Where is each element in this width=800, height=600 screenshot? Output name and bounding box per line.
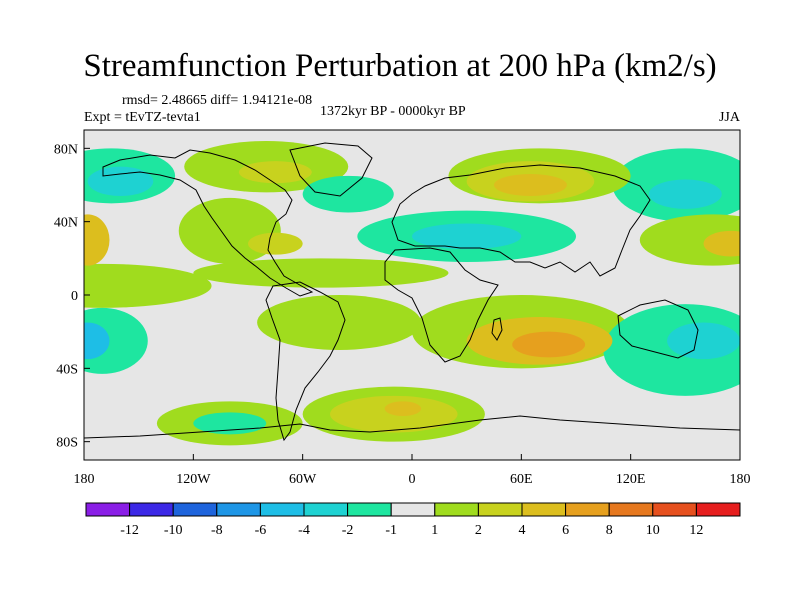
colorbar-swatch <box>129 502 174 517</box>
colorbar-label: -8 <box>211 523 223 538</box>
colorbar-swatch <box>303 502 349 517</box>
colorbar-swatch <box>390 502 436 517</box>
coast-australia <box>617 299 699 359</box>
colorbar-label: -10 <box>164 523 183 538</box>
period-label: 1372kyr BP - 0000kyr BP <box>320 104 466 119</box>
colorbar-swatch <box>521 502 567 517</box>
region-n-pac-e-pos-core <box>703 230 740 257</box>
colorbar-label: 8 <box>606 523 613 538</box>
contour-regions <box>84 141 740 446</box>
region-asia-neg-core <box>412 223 522 250</box>
colorbar-label: 2 <box>475 523 482 538</box>
region-caribbean-pos <box>248 232 303 255</box>
colorbar-swatch <box>216 502 261 517</box>
coast-eurasia <box>391 164 651 277</box>
colorbar-swatch <box>565 502 610 517</box>
longitude-axis: 180 120W 60W 0 60E 120E 180 <box>74 454 751 487</box>
experiment-label: Expt = tEvTZ-tevta1 <box>84 110 201 125</box>
coast-africa <box>384 247 499 363</box>
colorbar-swatch <box>695 502 741 517</box>
colorbar-label: 12 <box>689 523 703 538</box>
coast-north-america <box>102 149 314 297</box>
colorbar-label: -6 <box>255 523 267 538</box>
colorbar-label: 4 <box>519 523 526 538</box>
lon-label: 120E <box>616 472 646 487</box>
lat-label: 40N <box>54 216 78 231</box>
region-n-america-pos <box>178 197 281 264</box>
colorbar-label: -4 <box>298 523 310 538</box>
coast-greenland <box>289 142 373 197</box>
lon-label: 60E <box>510 472 533 487</box>
region-ne-pacific-pos <box>84 263 212 308</box>
colorbar-swatch <box>608 502 654 517</box>
region-n-pacific-pos <box>84 214 110 266</box>
region-s-ocean-pos-core <box>384 401 422 416</box>
colorbar: -12 -10 -8 -6 -4 -2 -1 1 2 4 6 8 10 12 <box>85 502 741 538</box>
rmsd-diff-text: rmsd= 2.48665 diff= 1.94121e-08 <box>122 93 313 108</box>
lat-label: 80N <box>54 142 78 157</box>
colorbar-swatch <box>85 502 131 517</box>
lon-label: 120W <box>176 472 211 487</box>
region-siberia-pos-core <box>494 174 567 196</box>
lon-label: 0 <box>409 472 416 487</box>
region-canada-pos-core <box>238 161 312 184</box>
lat-label: 80S <box>56 436 78 451</box>
lat-label: 0 <box>71 289 78 304</box>
map-fields <box>84 130 740 460</box>
lat-label: 40S <box>56 362 78 377</box>
latitude-axis: 80N 40N 0 40S 80S <box>54 142 90 451</box>
region-ne-atl-neg <box>302 175 394 213</box>
region-s-ind-pos-core <box>512 331 586 358</box>
region-s-pac-w-neg <box>84 307 148 374</box>
page-title: Streamfunction Perturbation at 200 hPa (… <box>83 48 717 84</box>
coast-south-america <box>265 281 346 442</box>
colorbar-label: 10 <box>646 523 660 538</box>
colorbar-swatch <box>434 502 479 517</box>
region-se-pac-neg <box>193 412 267 435</box>
region-alaska-neg-core <box>87 166 154 196</box>
coastlines <box>84 142 740 442</box>
region-s-pac-w-neg-core <box>84 322 110 360</box>
colorbar-label: -2 <box>342 523 354 538</box>
region-s-atl-pos <box>257 295 422 350</box>
colorbar-swatch <box>172 502 218 517</box>
region-s-pac-neg-core <box>667 322 740 360</box>
colorbar-swatch <box>347 502 392 517</box>
colorbar-label: -12 <box>120 523 139 538</box>
colorbar-label: 1 <box>431 523 438 538</box>
lon-label: 180 <box>74 472 95 487</box>
coast-antarctica <box>84 415 740 439</box>
colorbar-swatch <box>259 502 305 517</box>
season-label: JJA <box>718 110 740 125</box>
coast-madagascar <box>491 317 503 341</box>
colorbar-label: 6 <box>562 523 569 538</box>
lon-label: 60W <box>289 472 317 487</box>
region-ne-asia-neg-core <box>648 179 722 209</box>
lon-label: 180 <box>730 472 751 487</box>
colorbar-label: -1 <box>385 523 397 538</box>
colorbar-swatch <box>652 502 697 517</box>
colorbar-swatch <box>477 502 523 517</box>
